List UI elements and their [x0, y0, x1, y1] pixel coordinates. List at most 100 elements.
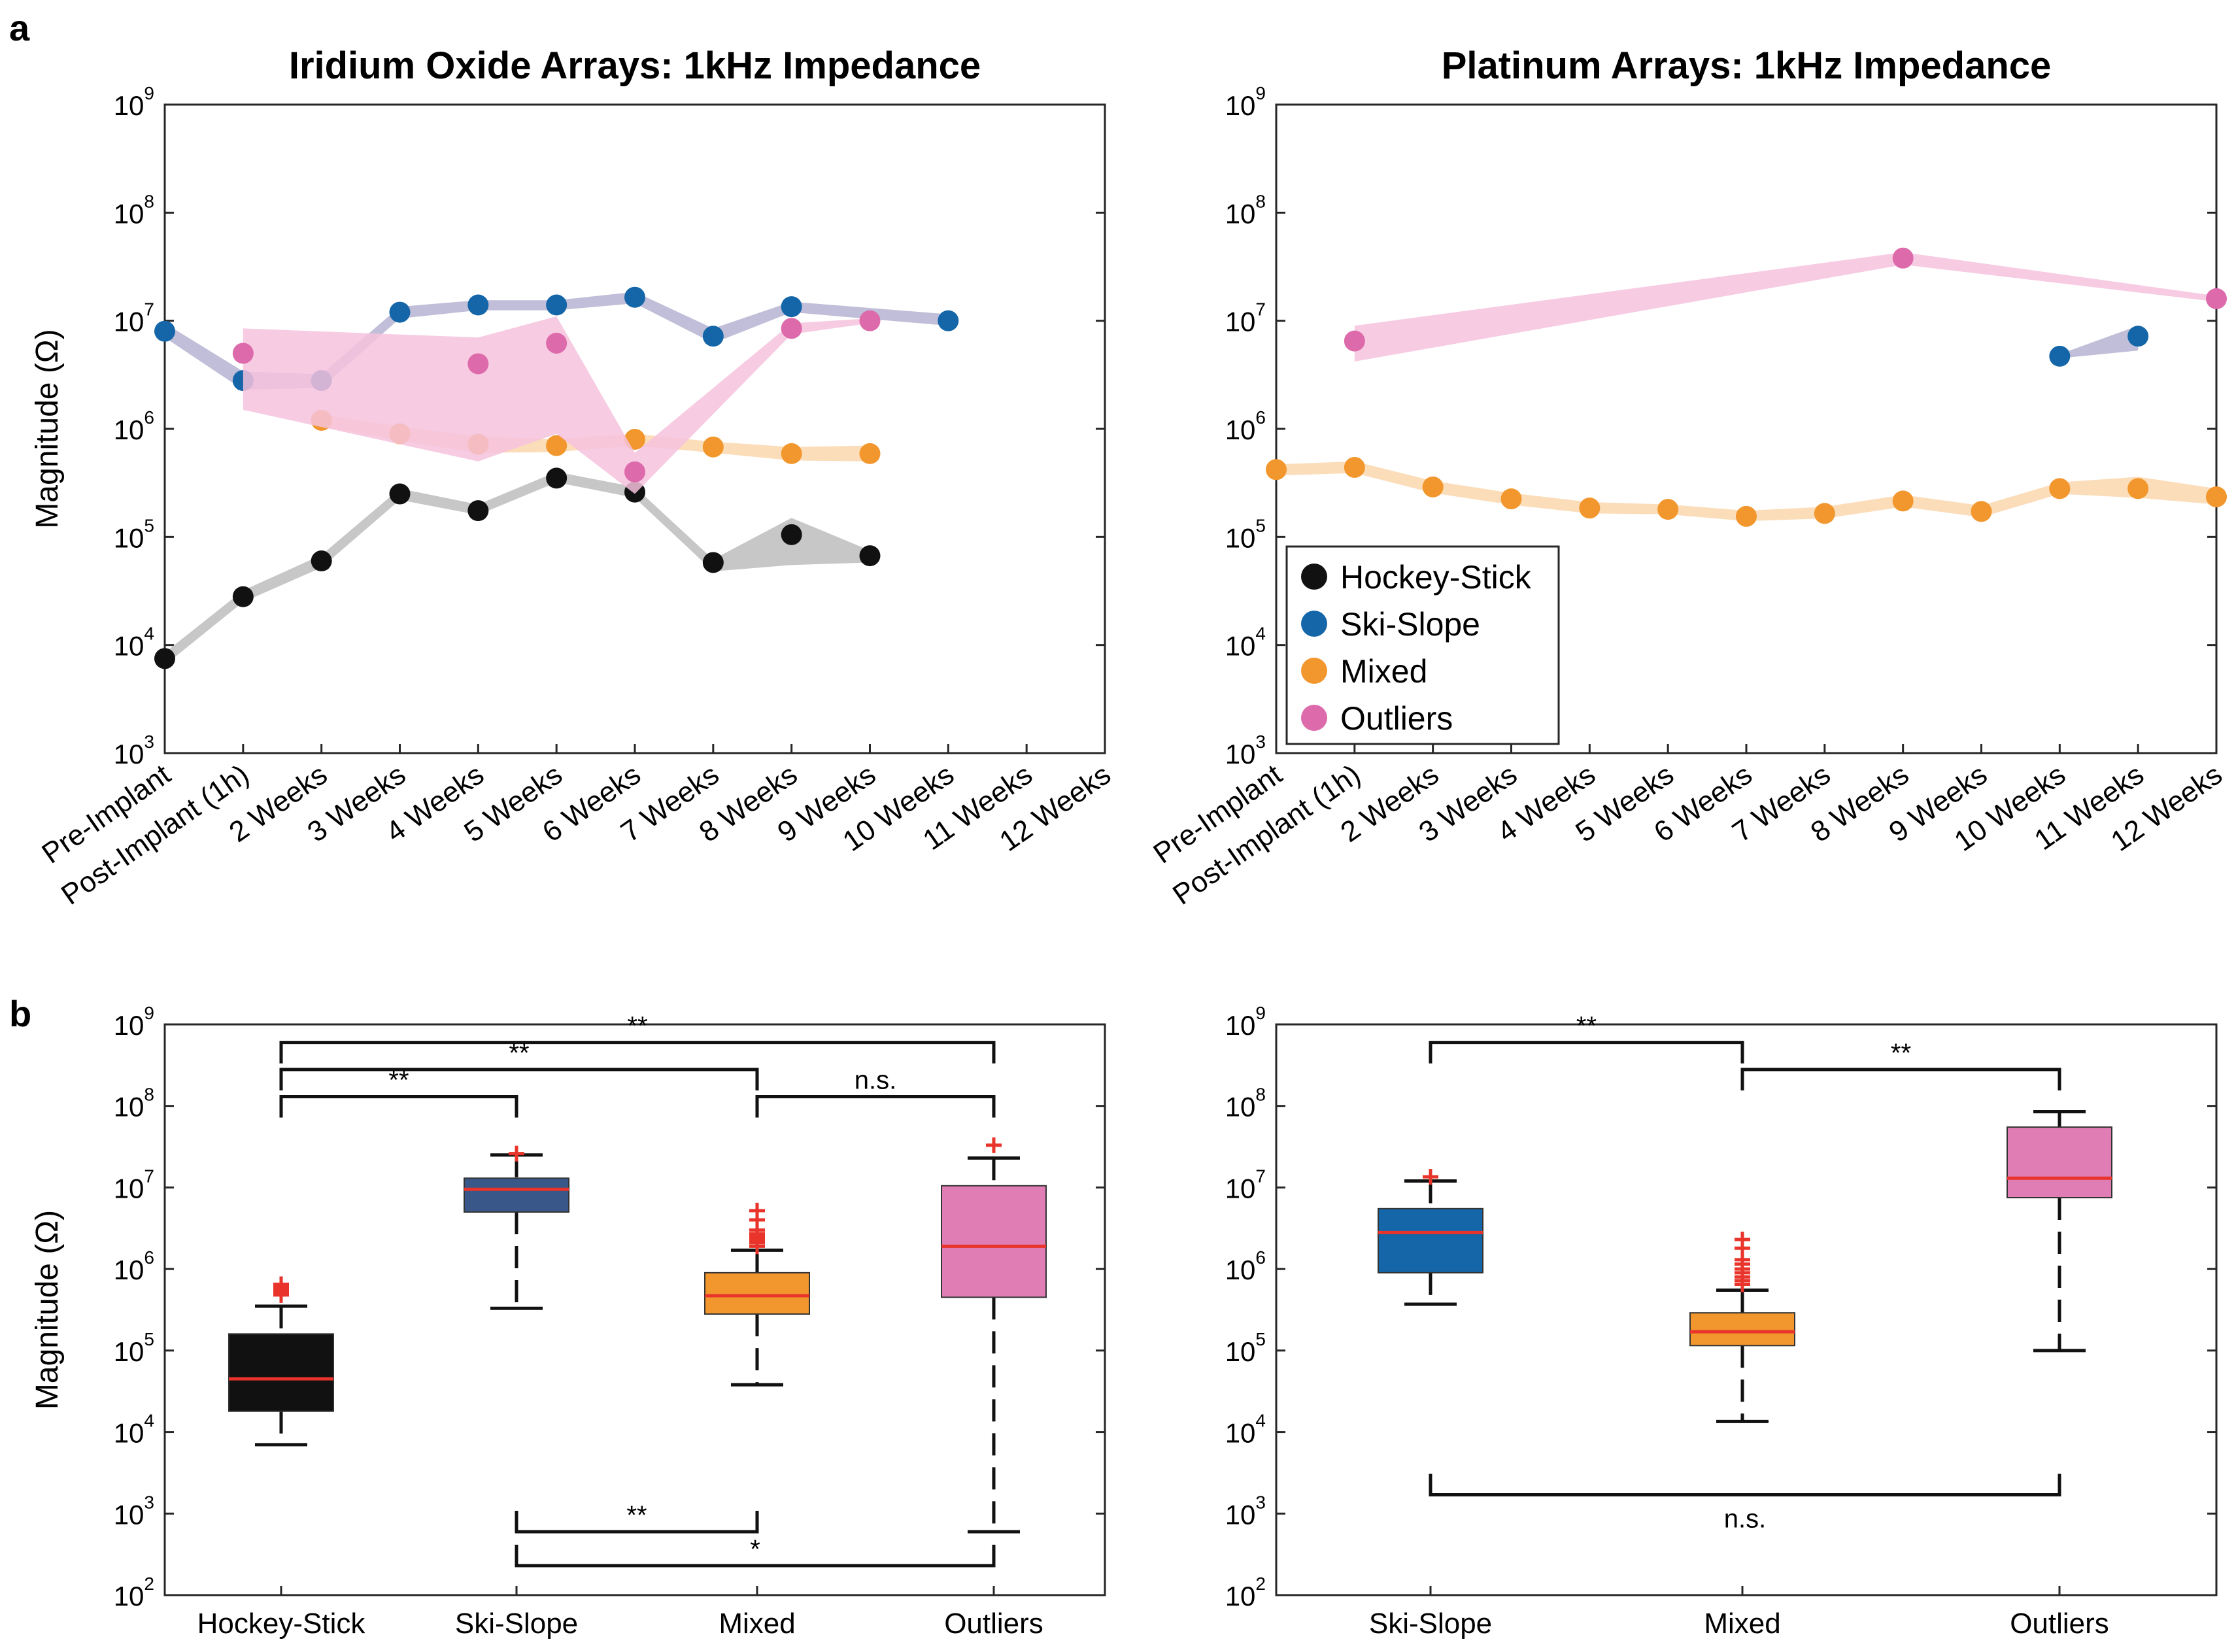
legend-marker	[1301, 658, 1327, 684]
x-tick-label: Mixed	[1704, 1608, 1780, 1640]
plot-frame	[163, 1023, 1106, 1596]
y-tick-label: 107	[1225, 299, 1266, 337]
y-tick-label: 108	[1225, 191, 1266, 229]
y-tick-label: 107	[114, 299, 154, 337]
series-band	[1354, 252, 2216, 362]
legend-label: Hockey-Stick	[1340, 559, 1532, 596]
series-mixed	[1266, 456, 2227, 527]
y-tick-label: 104	[1225, 624, 1266, 662]
data-point	[859, 310, 881, 331]
outlier-marker	[273, 1276, 289, 1292]
significance-bracket: **	[1429, 1012, 1744, 1064]
legend-marker	[1301, 705, 1327, 731]
data-point	[1892, 490, 1914, 512]
y-tick-label: 106	[114, 1247, 154, 1285]
significance-label: **	[509, 1039, 529, 1068]
data-point	[232, 343, 254, 364]
outlier-marker	[509, 1145, 524, 1162]
data-point	[467, 294, 489, 316]
outlier-marker	[1423, 1169, 1438, 1185]
y-tick-label: 105	[1225, 515, 1266, 553]
box-mixed	[1689, 1232, 1795, 1423]
y-tick-label: 106	[114, 407, 154, 445]
data-point	[467, 500, 489, 522]
y-axis-label: Magnitude (Ω)	[30, 1210, 65, 1409]
data-point	[702, 436, 724, 458]
bracket-line	[1740, 1068, 2061, 1090]
y-tick-label: 107	[1225, 1166, 1266, 1204]
significance-bracket: **	[1740, 1039, 2061, 1090]
data-point	[1266, 459, 1287, 480]
series-outliers	[1344, 247, 2227, 362]
data-point	[389, 483, 411, 505]
bracket-line	[755, 1095, 996, 1118]
data-point	[1814, 503, 1835, 524]
significance-bracket: **	[279, 1066, 518, 1118]
box-iqr	[1689, 1312, 1795, 1347]
y-tick-label: 108	[114, 1085, 154, 1122]
significance-label: **	[1891, 1039, 1911, 1068]
y-tick-label: 109	[1225, 1003, 1266, 1041]
legend-box	[1285, 545, 1560, 745]
data-point	[781, 296, 802, 318]
y-tick-label: 104	[1225, 1411, 1266, 1449]
y-tick-label: 107	[114, 1166, 154, 1204]
y-tick-label: 102	[1225, 1574, 1266, 1611]
x-tick-label: Outliers	[2010, 1608, 2109, 1640]
data-point	[2206, 486, 2227, 507]
data-point	[1344, 330, 1365, 352]
legend-label: Mixed	[1340, 653, 1427, 690]
y-tick-label: 103	[114, 1492, 154, 1530]
data-point	[1500, 488, 1522, 510]
y-tick-label: 103	[1225, 732, 1266, 769]
data-point	[2049, 345, 2071, 367]
box-outliers	[941, 1137, 1047, 1534]
y-tick-label: 105	[114, 515, 154, 553]
box-ski-slope	[1378, 1169, 1483, 1306]
bracket-line	[1429, 1041, 1744, 1064]
data-point	[546, 435, 567, 456]
chart-iridium-oxide-impedance: 103 104 105 106 107 108 109 Magnitude (Ω) Iridiu…	[30, 44, 1117, 911]
chart-title: Platinum Arrays: 1kHz Impedance	[1442, 44, 2052, 87]
bracket-line	[279, 1041, 996, 1064]
outlier-marker	[1735, 1232, 1750, 1248]
y-tick-label: 103	[114, 732, 154, 769]
data-point	[781, 524, 802, 545]
significance-label: n.s.	[1724, 1505, 1766, 1534]
data-point	[2049, 478, 2071, 499]
box-iqr	[228, 1333, 334, 1412]
box-mixed	[704, 1202, 810, 1387]
significance-label: **	[1576, 1012, 1597, 1041]
bracket-line	[1429, 1474, 2061, 1497]
outlier-marker	[986, 1137, 1002, 1153]
series-outliers	[232, 310, 881, 494]
significance-bracket: **	[279, 1012, 996, 1064]
data-point	[859, 443, 881, 464]
significance-bracket: *	[515, 1535, 996, 1568]
series-hockey-stick	[154, 467, 881, 669]
y-tick-label: 108	[1225, 1085, 1266, 1122]
significance-bracket: n.s.	[755, 1066, 996, 1118]
data-point	[154, 320, 175, 342]
y-tick-label: 102	[114, 1574, 154, 1611]
data-point	[232, 586, 254, 607]
y-tick-label: 108	[114, 191, 154, 229]
data-point	[1657, 499, 1679, 520]
y-tick-label: 103	[1225, 1492, 1266, 1530]
x-tick-label: Mixed	[719, 1608, 795, 1640]
plot-frame	[1275, 1023, 2218, 1596]
data-point	[546, 332, 567, 354]
significance-label: **	[627, 1012, 647, 1041]
y-tick-label: 105	[1225, 1329, 1266, 1367]
x-tick-label: Outliers	[944, 1608, 1043, 1640]
data-point	[1579, 497, 1601, 519]
significance-label: **	[626, 1501, 647, 1530]
box-iqr	[464, 1177, 569, 1213]
y-tick-label: 109	[1225, 83, 1266, 121]
chart-iridium-oxide-boxplot: 102 103 104 105 106 107 108 109 Magnitude (Ω) Hoc…	[30, 1003, 1106, 1640]
data-point	[2206, 288, 2227, 309]
data-point	[859, 545, 881, 567]
bracket-line	[279, 1095, 518, 1118]
data-point	[624, 286, 645, 308]
